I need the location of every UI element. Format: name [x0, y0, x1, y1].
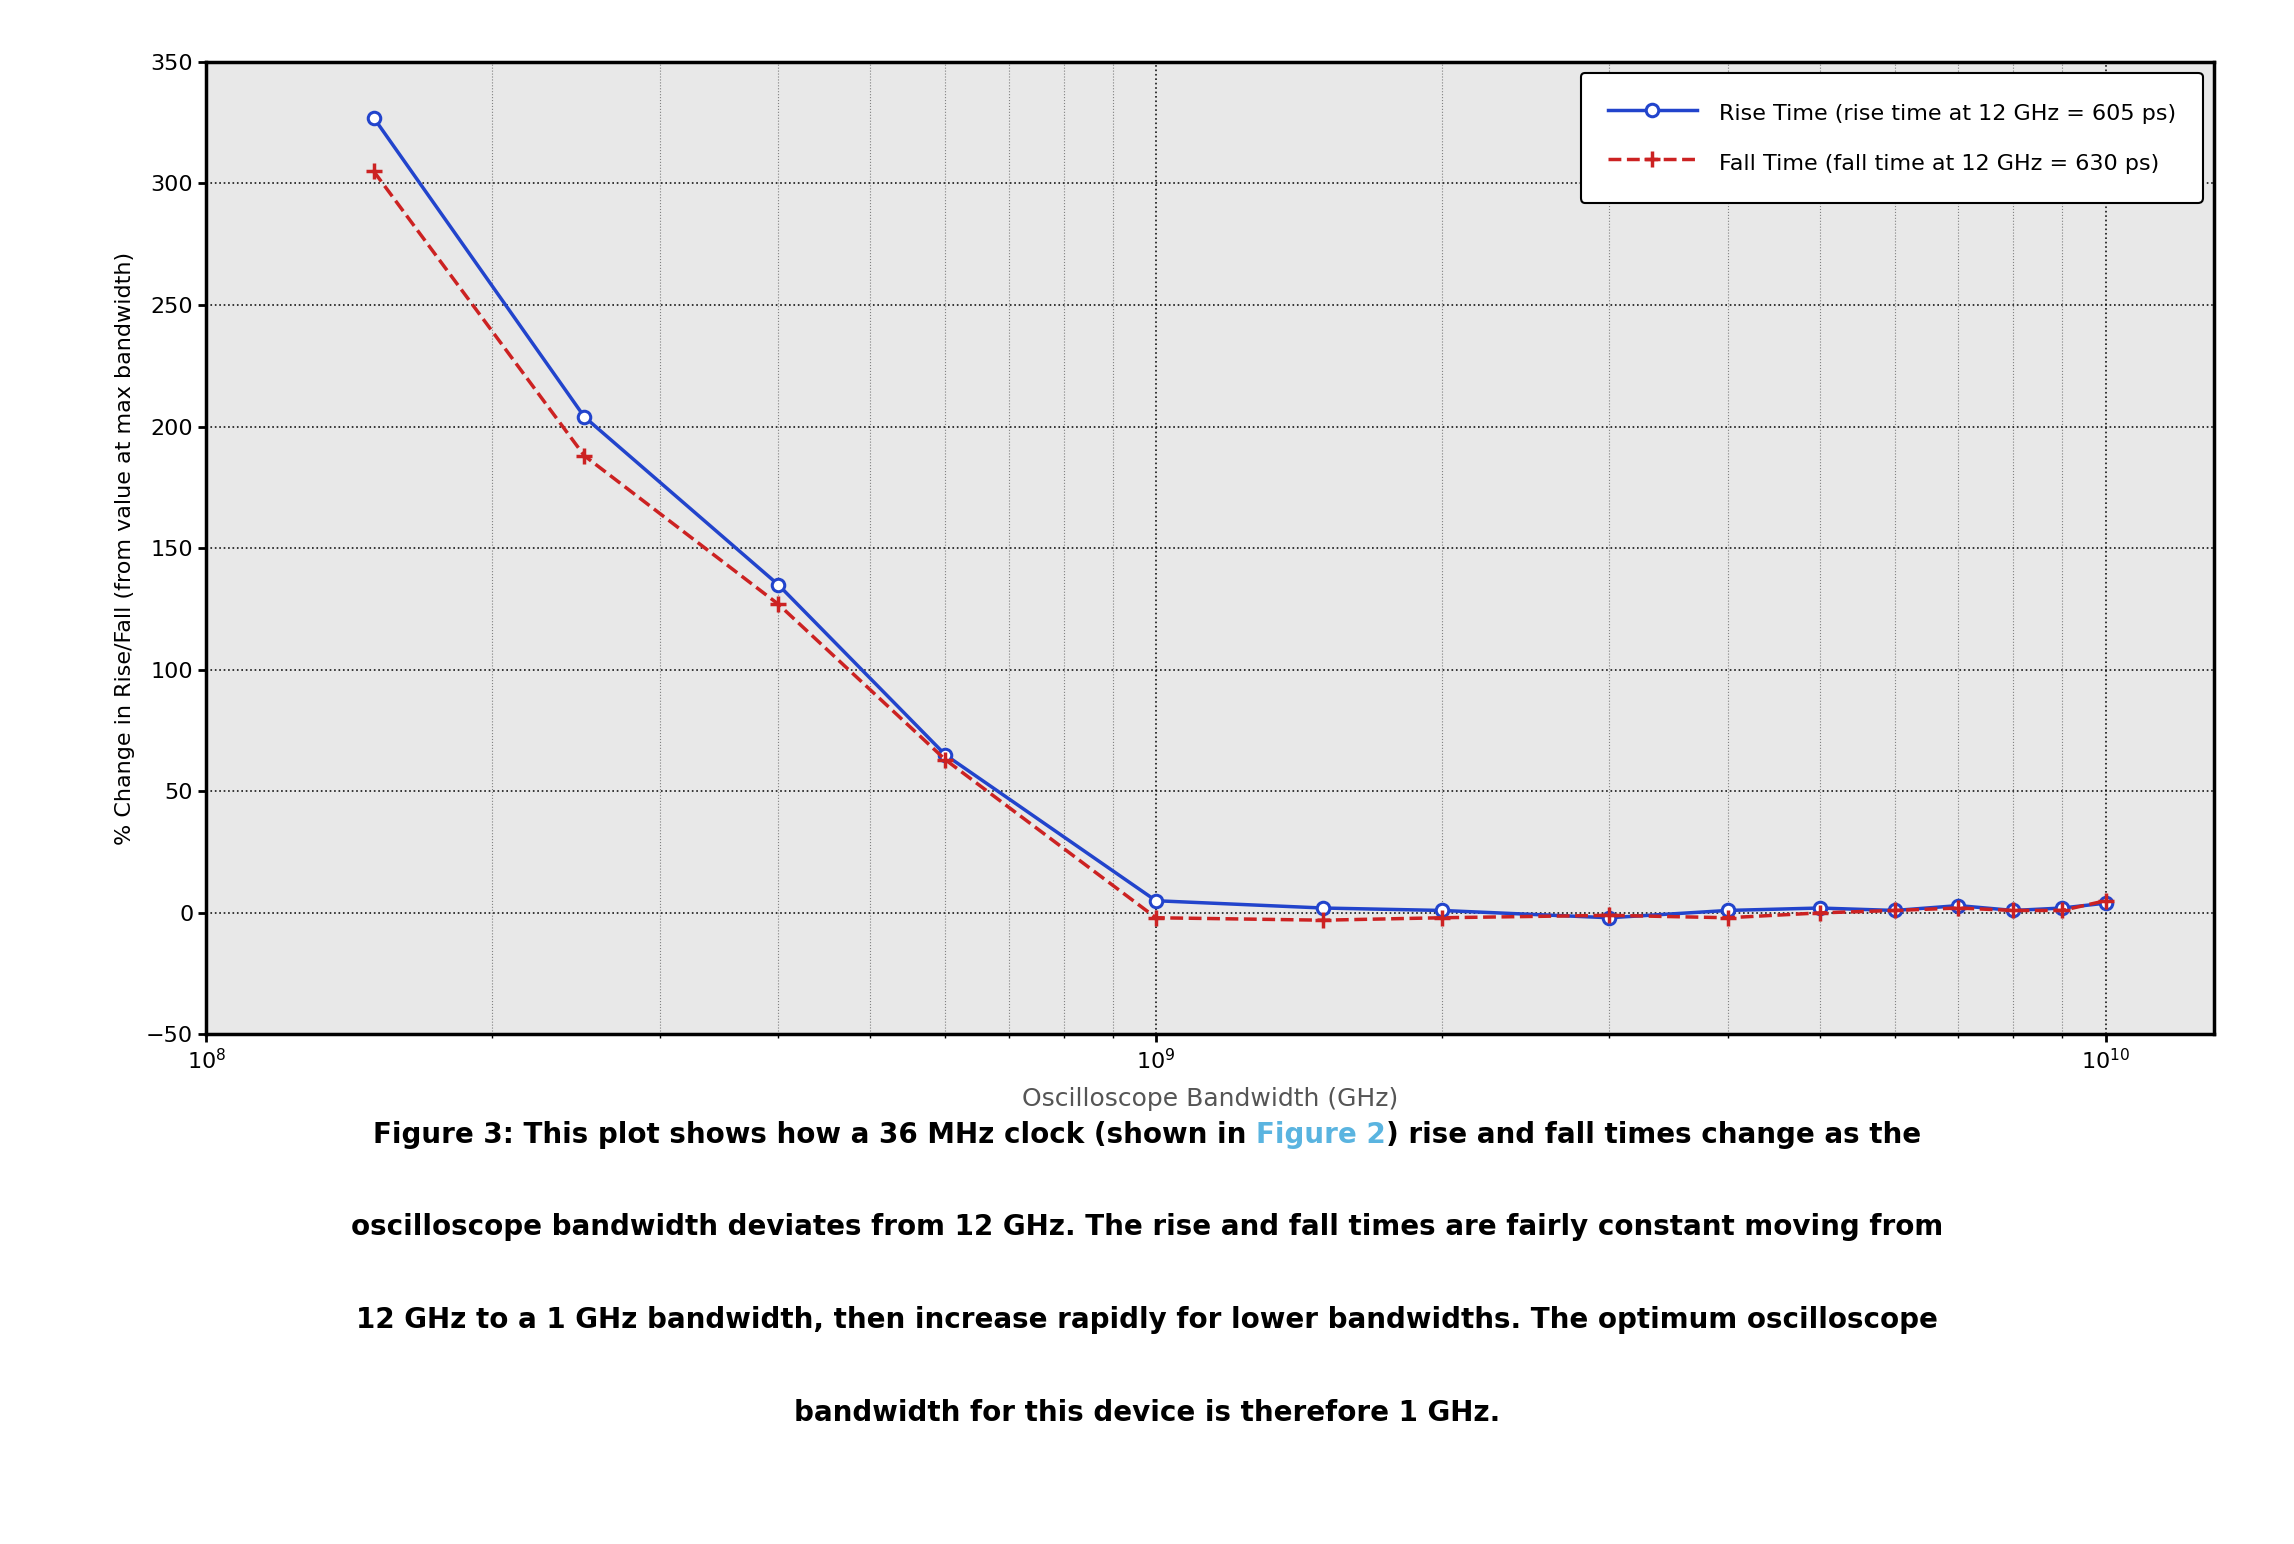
X-axis label: Oscilloscope Bandwidth (GHz): Oscilloscope Bandwidth (GHz) — [1021, 1087, 1399, 1110]
Fall Time (fall time at 12 GHz = 630 ps) — [931, 750, 959, 769]
Fall Time (fall time at 12 GHz = 630 ps) — [571, 446, 599, 465]
Fall Time (fall time at 12 GHz = 630 ps) — [764, 594, 791, 613]
Line: Rise Time (rise time at 12 GHz = 605 ps): Rise Time (rise time at 12 GHz = 605 ps) — [367, 111, 2113, 923]
Rise Time (rise time at 12 GHz = 605 ps) — [1945, 897, 1973, 916]
Rise Time (rise time at 12 GHz = 605 ps) — [1594, 908, 1622, 926]
Rise Time (rise time at 12 GHz = 605 ps) — [2000, 902, 2028, 920]
Fall Time (fall time at 12 GHz = 630 ps) — [1881, 902, 1909, 920]
Fall Time (fall time at 12 GHz = 630 ps) — [2092, 891, 2120, 909]
Rise Time (rise time at 12 GHz = 605 ps) — [2049, 899, 2076, 917]
Y-axis label: % Change in Rise/Fall (from value at max bandwidth): % Change in Rise/Fall (from value at max… — [115, 252, 135, 845]
Rise Time (rise time at 12 GHz = 605 ps) — [1881, 902, 1909, 920]
Fall Time (fall time at 12 GHz = 630 ps) — [2000, 902, 2028, 920]
Fall Time (fall time at 12 GHz = 630 ps) — [1945, 899, 1973, 917]
Rise Time (rise time at 12 GHz = 605 ps) — [2092, 894, 2120, 913]
Rise Time (rise time at 12 GHz = 605 ps) — [360, 108, 388, 127]
Fall Time (fall time at 12 GHz = 630 ps) — [360, 162, 388, 181]
Rise Time (rise time at 12 GHz = 605 ps) — [1310, 899, 1337, 917]
Fall Time (fall time at 12 GHz = 630 ps) — [1142, 908, 1170, 926]
Legend: Rise Time (rise time at 12 GHz = 605 ps), Fall Time (fall time at 12 GHz = 630 p: Rise Time (rise time at 12 GHz = 605 ps)… — [1581, 73, 2202, 202]
Text: bandwidth for this device is therefore 1 GHz.: bandwidth for this device is therefore 1… — [794, 1399, 1500, 1427]
Text: 12 GHz to a 1 GHz bandwidth, then increase rapidly for lower bandwidths. The opt: 12 GHz to a 1 GHz bandwidth, then increa… — [356, 1306, 1938, 1334]
Fall Time (fall time at 12 GHz = 630 ps) — [1429, 908, 1457, 926]
Fall Time (fall time at 12 GHz = 630 ps) — [1594, 906, 1622, 925]
Rise Time (rise time at 12 GHz = 605 ps) — [764, 576, 791, 594]
Rise Time (rise time at 12 GHz = 605 ps) — [1429, 902, 1457, 920]
Rise Time (rise time at 12 GHz = 605 ps) — [1714, 902, 1741, 920]
Rise Time (rise time at 12 GHz = 605 ps) — [1142, 891, 1170, 909]
Rise Time (rise time at 12 GHz = 605 ps) — [931, 746, 959, 764]
Fall Time (fall time at 12 GHz = 630 ps) — [2049, 902, 2076, 920]
Text: oscilloscope bandwidth deviates from 12 GHz. The rise and fall times are fairly : oscilloscope bandwidth deviates from 12 … — [351, 1214, 1943, 1241]
Rise Time (rise time at 12 GHz = 605 ps) — [1805, 899, 1833, 917]
Line: Fall Time (fall time at 12 GHz = 630 ps): Fall Time (fall time at 12 GHz = 630 ps) — [367, 164, 2113, 928]
Fall Time (fall time at 12 GHz = 630 ps) — [1805, 903, 1833, 922]
Text: ) rise and fall times change as the: ) rise and fall times change as the — [1386, 1121, 1920, 1149]
Text: Figure 3: This plot shows how a 36 MHz clock (shown in: Figure 3: This plot shows how a 36 MHz c… — [374, 1121, 1257, 1149]
Fall Time (fall time at 12 GHz = 630 ps) — [1714, 908, 1741, 926]
Rise Time (rise time at 12 GHz = 605 ps) — [571, 408, 599, 426]
Fall Time (fall time at 12 GHz = 630 ps) — [1310, 911, 1337, 929]
Text: Figure 2: Figure 2 — [1257, 1121, 1386, 1149]
